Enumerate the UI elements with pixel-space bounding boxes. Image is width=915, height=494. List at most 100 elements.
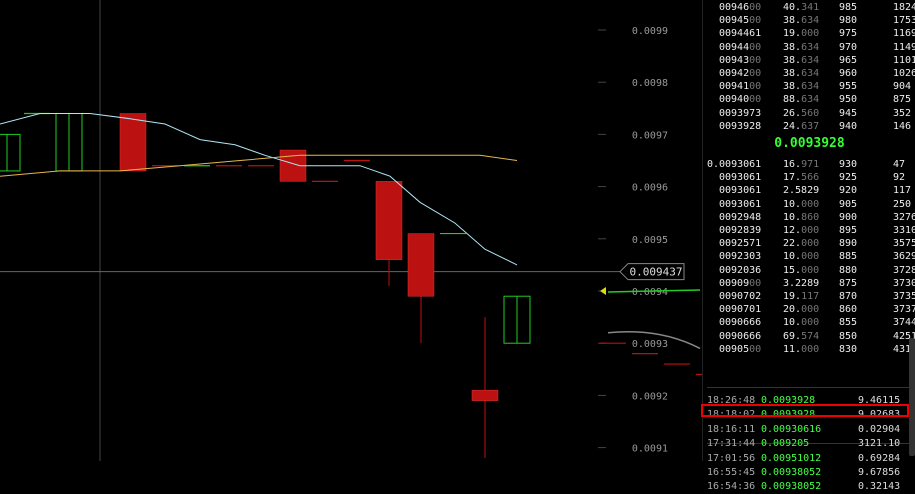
ma-fast-line <box>0 113 518 266</box>
order-price-main: 0094461 <box>719 28 762 40</box>
axis-label: 0.0099 <box>632 26 668 37</box>
order-total: 250 <box>893 198 912 210</box>
bid-depth-line <box>607 289 701 293</box>
current-price-label: 0.009437 <box>630 266 683 279</box>
order-total: 3629 <box>893 251 915 263</box>
order-amount: 16.971 <box>783 158 819 171</box>
order-total: 47 <box>893 159 906 170</box>
candle-body <box>503 295 531 344</box>
order-price-main: 0090666 <box>719 317 762 329</box>
order-price-tail: 00 <box>749 94 762 106</box>
order-level: 925 <box>839 172 858 184</box>
order-price-main: 0092036 <box>719 264 762 276</box>
candle-body <box>407 233 435 297</box>
order-amount-tail: 634 <box>801 68 820 79</box>
order-amount-main: 10. <box>783 211 802 223</box>
order-level: 965 <box>839 54 858 66</box>
order-amount: 10.000 <box>783 250 819 263</box>
trade-price: 0.009205 <box>761 438 810 450</box>
order-total: 92 <box>893 172 906 184</box>
order-amount-main: 12. <box>783 225 802 236</box>
order-amount: 17.566 <box>783 171 819 184</box>
order-price: 0094300 <box>719 54 761 67</box>
trade-time: 18:18:02 <box>707 409 756 421</box>
order-price: 0090701 <box>719 303 761 316</box>
order-price: 0094600 <box>719 1 761 14</box>
order-price-main: 0092839 <box>719 225 762 236</box>
order-total: 1149 <box>893 41 915 53</box>
order-level: 870 <box>839 291 858 302</box>
order-price-main: 00942 <box>719 68 750 79</box>
order-level: 985 <box>839 2 858 13</box>
order-level: 880 <box>839 264 858 276</box>
order-price-main: 00905 <box>719 343 750 355</box>
order-amount: 19.117 <box>783 290 819 303</box>
order-amount-tail: 860 <box>801 211 820 223</box>
order-level: 920 <box>839 185 858 197</box>
order-amount: 12.000 <box>783 224 819 237</box>
current-price-tag <box>619 263 685 281</box>
trade-amount: 9.02683 <box>858 409 901 421</box>
trade-time: 18:26:48 <box>707 395 756 406</box>
trade-scrollbar[interactable] <box>909 338 915 456</box>
order-amount: 10.860 <box>783 211 819 224</box>
order-price: 0094500 <box>719 14 761 27</box>
order-amount: 38.634 <box>783 54 819 67</box>
order-total: 3735 <box>893 291 915 302</box>
order-amount-main: 2.5829 <box>783 185 820 197</box>
order-amount-main: 38. <box>783 54 802 66</box>
axis-label: 0.0091 <box>632 444 668 455</box>
order-level: 950 <box>839 94 858 106</box>
trade-price: 0.00930616 <box>761 423 822 435</box>
order-amount: 2.5829 <box>783 184 819 197</box>
order-level: 905 <box>839 198 858 210</box>
candle-body <box>119 113 147 172</box>
order-price-main: 00941 <box>719 81 750 93</box>
order-amount-tail: 634 <box>801 54 820 66</box>
order-price: 0094200 <box>719 67 761 80</box>
order-level: 975 <box>839 28 858 40</box>
order-price-tail: 00 <box>749 41 762 53</box>
order-price-tail: 00 <box>749 15 762 27</box>
order-amount-main: 11. <box>783 343 802 355</box>
trade-time: 18:16:11 <box>707 423 756 435</box>
order-amount-main: 40. <box>783 2 802 13</box>
candle-body <box>471 389 499 401</box>
order-amount-main: 69. <box>783 330 802 342</box>
order-price: 0093928 <box>719 120 761 133</box>
order-amount-tail: 634 <box>801 41 820 53</box>
order-price-main: 0093061 <box>719 172 762 184</box>
order-price-main: 00940 <box>719 94 750 106</box>
order-amount: 15.000 <box>783 264 819 277</box>
order-level: 860 <box>839 304 858 316</box>
order-amount: 26.560 <box>783 107 819 120</box>
price-marker-icon <box>600 287 606 295</box>
order-amount-main: 24. <box>783 120 802 132</box>
order-amount-main: 38. <box>783 41 802 53</box>
divider <box>707 443 915 444</box>
order-price: 0092571 <box>719 237 761 250</box>
order-price: 0093061 <box>719 171 761 184</box>
axis-label: 0.0093 <box>632 339 668 350</box>
order-price-main: 00943 <box>719 54 750 66</box>
order-price: 0090500 <box>719 343 761 356</box>
order-price-tail: 00 <box>749 68 762 79</box>
order-price-main: 00944 <box>719 41 750 53</box>
order-amount-main: 38. <box>783 15 802 27</box>
order-amount: 38.634 <box>783 80 819 93</box>
order-amount-tail: 000 <box>801 225 820 236</box>
order-price-main: 0090666 <box>719 330 762 342</box>
trade-time: 16:54:36 <box>707 481 756 493</box>
price-chart[interactable]: 0.0099 0.0098 0.0097 0.0096 0.0095 0.0094 0.00… <box>0 0 702 461</box>
order-price: 0090900 <box>719 277 761 290</box>
order-level: 885 <box>839 251 858 263</box>
order-price: 0094461 <box>719 27 761 40</box>
trade-price: 0.0093928 <box>761 409 816 421</box>
order-price: 0094000 <box>719 93 761 106</box>
order-level: 970 <box>839 41 858 53</box>
order-amount-tail: 634 <box>801 15 820 27</box>
depth-curve <box>607 330 701 350</box>
order-price: 0090666 <box>719 330 761 343</box>
axis-label: 0.0094 <box>632 287 668 298</box>
order-price-main: 0090702 <box>719 291 762 302</box>
